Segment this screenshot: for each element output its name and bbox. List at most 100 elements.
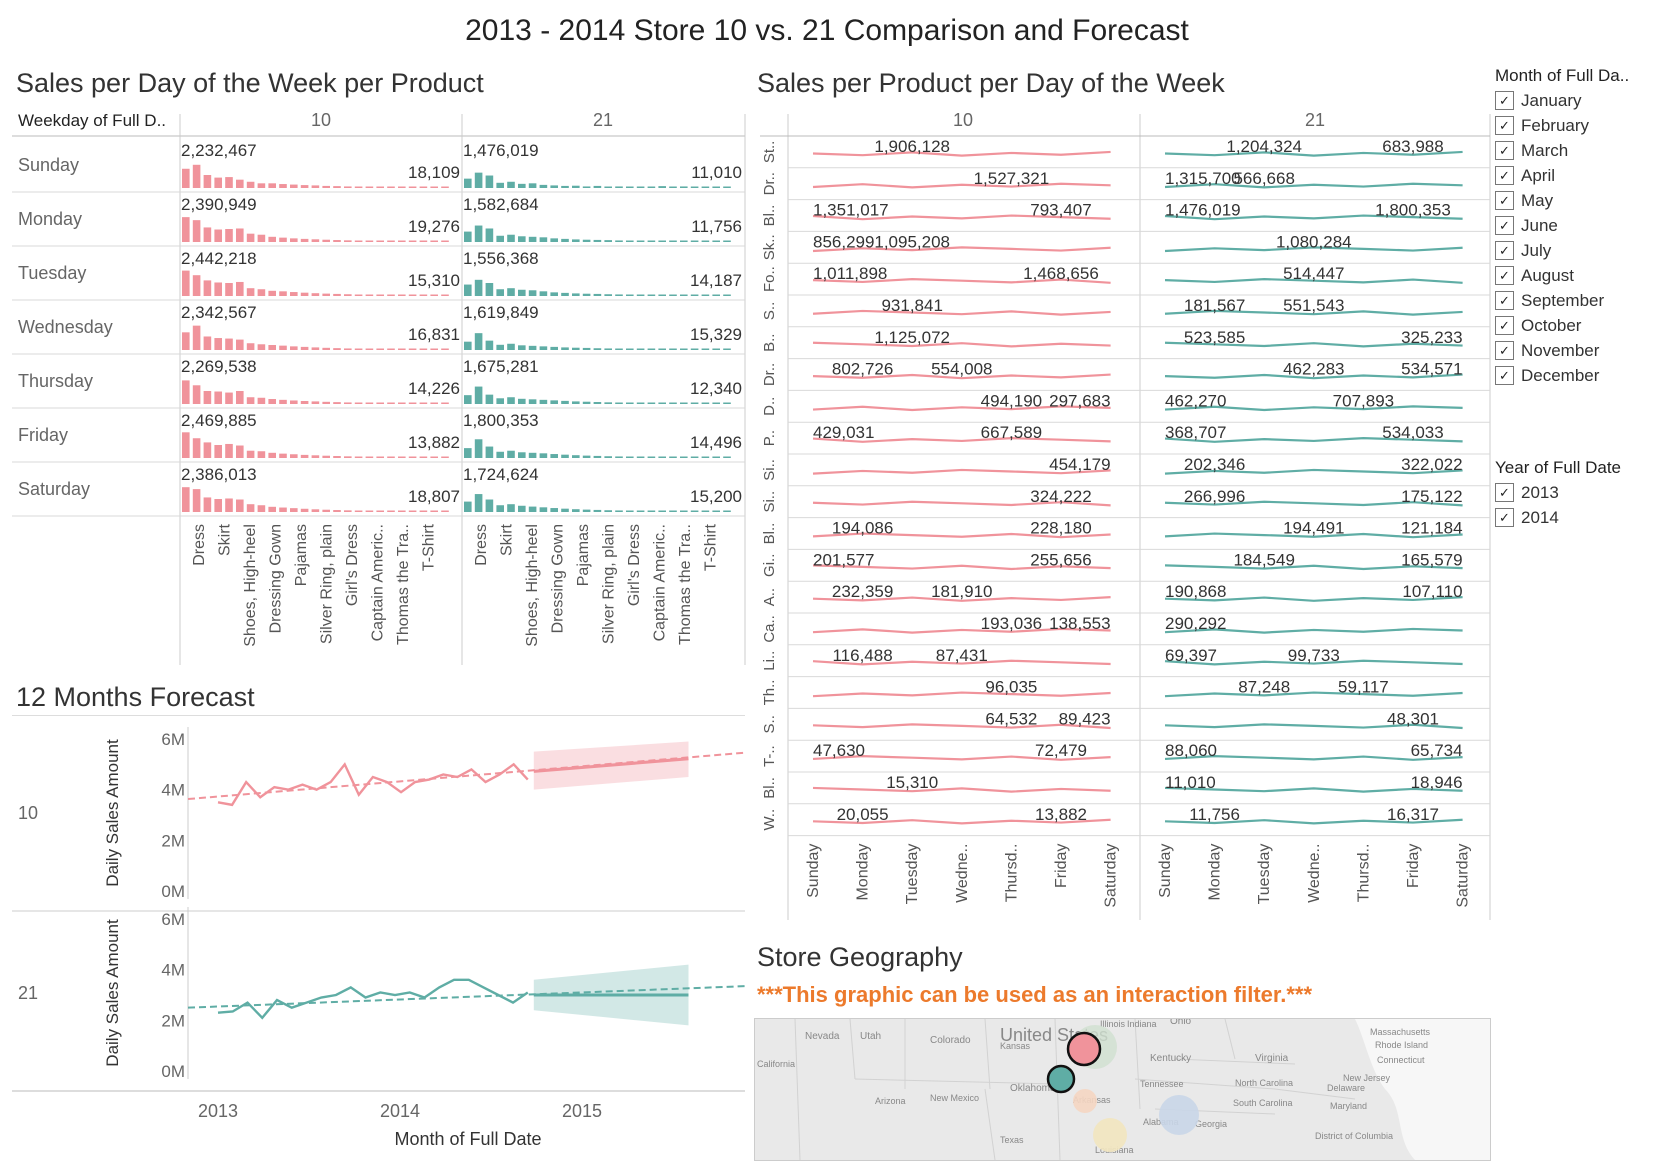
product-line xyxy=(812,150,1111,157)
product-tick-label: Shoes, High-heel xyxy=(242,524,259,647)
month-filter-item[interactable]: ✓ May xyxy=(1495,188,1650,213)
month-filter-item[interactable]: ✓ February xyxy=(1495,113,1650,138)
checkbox-checked-icon[interactable]: ✓ xyxy=(1495,166,1514,185)
min-value-label: 11,756 xyxy=(691,217,742,236)
checkbox-checked-icon[interactable]: ✓ xyxy=(1495,91,1514,110)
month-filter-item[interactable]: ✓ August xyxy=(1495,263,1650,288)
weekday-bar xyxy=(387,348,395,350)
checkbox-checked-icon[interactable]: ✓ xyxy=(1495,341,1514,360)
weekday-tick-label: Sunday xyxy=(805,844,822,898)
weekday-bar xyxy=(225,283,233,296)
product-tick-label: Silver Ring, plain xyxy=(319,524,336,644)
weekday-bar xyxy=(464,178,472,188)
weekday-bar xyxy=(496,398,504,404)
weekday-bar xyxy=(528,183,537,188)
weekday-bar xyxy=(419,456,428,458)
weekday-bar xyxy=(430,402,438,404)
weekday-bar xyxy=(485,283,494,296)
map-state-label: California xyxy=(757,1059,795,1069)
checkbox-checked-icon[interactable]: ✓ xyxy=(1495,191,1514,210)
weekday-bar xyxy=(712,186,720,188)
checkbox-checked-icon[interactable]: ✓ xyxy=(1495,216,1514,235)
weekday-bar xyxy=(203,280,212,296)
month-filter-item[interactable]: ✓ April xyxy=(1495,163,1650,188)
weekday-bar xyxy=(354,186,363,188)
product-tick-label: Pajamas xyxy=(293,524,310,586)
weekday-bar xyxy=(690,402,699,404)
min-value-label: 12,340 xyxy=(690,379,742,398)
x-tick-label: 2014 xyxy=(380,1101,420,1121)
weekday-bar xyxy=(712,402,720,404)
weekday-bar xyxy=(518,505,526,512)
checkbox-checked-icon[interactable]: ✓ xyxy=(1495,366,1514,385)
month-filter-item[interactable]: ✓ October xyxy=(1495,313,1650,338)
checkbox-checked-icon[interactable]: ✓ xyxy=(1495,316,1514,335)
weekday-bar xyxy=(236,339,244,350)
checkbox-checked-icon[interactable]: ✓ xyxy=(1495,483,1514,502)
weekday-bar-chart[interactable]: Weekday of Full D.. 10 21 Sunday 2,232,467 18… xyxy=(0,100,750,665)
weekday-bar xyxy=(507,343,515,350)
product-tick-label: Skirt xyxy=(217,523,234,556)
weekday-bar xyxy=(441,510,449,512)
store-geography-map[interactable]: Nevada Utah Colorado United States Kansas Ill… xyxy=(754,1018,1491,1161)
month-filter-item[interactable]: ✓ June xyxy=(1495,213,1650,238)
weekday-bar xyxy=(464,341,472,350)
map-state-label: Maryland xyxy=(1330,1101,1367,1111)
weekday-bar xyxy=(550,346,558,350)
product-line-chart[interactable]: 10 21 St.. 1,906,128 1,204,324 683,988 Dr.. 1,5… xyxy=(760,100,1495,925)
map-state-label: Massachusetts xyxy=(1370,1027,1431,1037)
product-tick-label: Pajamas xyxy=(575,524,592,586)
weekday-bar xyxy=(669,348,677,350)
weekday-bar xyxy=(723,294,731,296)
checkbox-checked-icon[interactable]: ✓ xyxy=(1495,241,1514,260)
checkbox-checked-icon[interactable]: ✓ xyxy=(1495,266,1514,285)
weekday-bar xyxy=(723,402,731,404)
checkbox-checked-icon[interactable]: ✓ xyxy=(1495,141,1514,160)
checkbox-checked-icon[interactable]: ✓ xyxy=(1495,116,1514,135)
product-value-label: 494,190 xyxy=(981,391,1042,410)
product-value-label: 667,589 xyxy=(981,423,1042,442)
weekday-bar xyxy=(430,510,438,512)
month-filter-item[interactable]: ✓ September xyxy=(1495,288,1650,313)
checkbox-checked-icon[interactable]: ✓ xyxy=(1495,508,1514,527)
weekday-bar xyxy=(496,182,504,188)
month-filter-item[interactable]: ✓ December xyxy=(1495,363,1650,388)
weekday-bar xyxy=(496,289,504,296)
product-row-label: A.. xyxy=(761,588,778,606)
year-filter-item[interactable]: ✓ 2013 xyxy=(1495,480,1650,505)
product-value-label: 324,222 xyxy=(1030,487,1091,506)
weekday-bar xyxy=(582,186,591,188)
x-axis-title: Month of Full Date xyxy=(394,1129,541,1149)
month-filter-item[interactable]: ✓ January xyxy=(1495,88,1650,113)
product-value-label: 99,733 xyxy=(1288,646,1340,665)
product-value-label: 707,893 xyxy=(1333,391,1394,410)
product-value-label: 1,906,128 xyxy=(874,137,950,156)
weekday-tick-label: Monday xyxy=(1207,844,1224,901)
weekday-bar xyxy=(311,293,320,296)
weekday-bar xyxy=(528,345,537,350)
weekday-bar xyxy=(419,240,428,242)
weekday-bar xyxy=(680,456,688,458)
checkbox-checked-icon[interactable]: ✓ xyxy=(1495,291,1514,310)
forecast-chart[interactable]: 10 Daily Sales Amount 0M 2M 4M 6M 21 Daily Sale… xyxy=(0,715,750,1155)
weekday-bar xyxy=(387,456,395,458)
weekday-bar xyxy=(376,294,384,296)
weekday-bar xyxy=(626,402,634,404)
product-line xyxy=(1164,150,1463,157)
product-row-label: Bl.. xyxy=(761,205,778,227)
weekday-bar xyxy=(680,294,688,296)
month-filter-item[interactable]: ✓ March xyxy=(1495,138,1650,163)
product-value-label: 96,035 xyxy=(985,678,1037,697)
weekday-bar xyxy=(268,290,276,296)
weekday-bar xyxy=(344,294,352,296)
weekday-bar xyxy=(203,336,212,350)
product-value-label: 11,010 xyxy=(1165,773,1216,792)
year-filter-item[interactable]: ✓ 2014 xyxy=(1495,505,1650,530)
product-line xyxy=(812,596,1111,602)
month-filter-item[interactable]: ✓ July xyxy=(1495,238,1650,263)
weekday-bar xyxy=(225,443,233,458)
weekday-bar xyxy=(257,505,266,512)
month-filter-item[interactable]: ✓ November xyxy=(1495,338,1650,363)
weekday-bar xyxy=(626,186,634,188)
weekday-bar xyxy=(311,347,320,350)
